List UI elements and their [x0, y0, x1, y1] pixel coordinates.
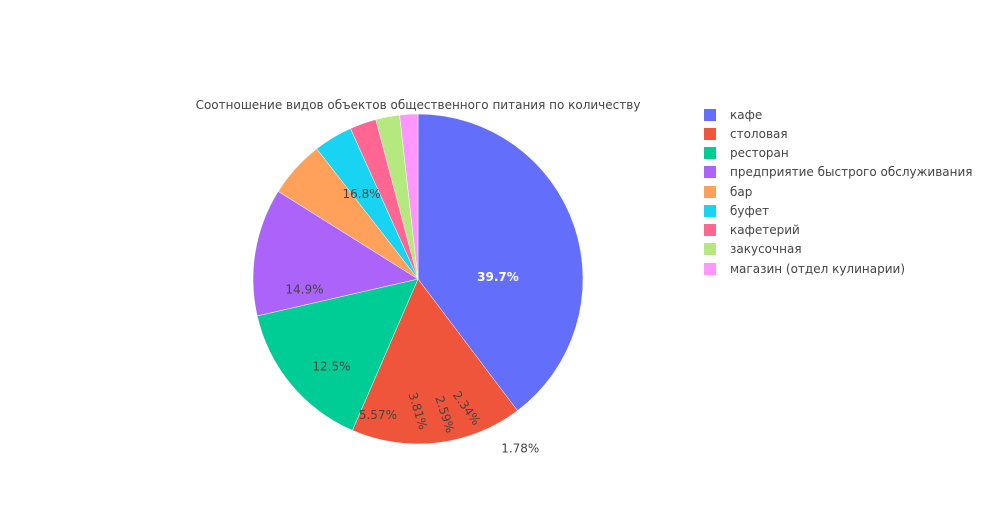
legend-label: буфет: [730, 203, 770, 218]
legend-label: предприятие быстрого обслуживания: [730, 165, 973, 180]
legend-item[interactable]: предприятие быстрого обслуживания: [704, 163, 973, 182]
legend-item[interactable]: закусочная: [704, 240, 973, 259]
legend-swatch: [704, 185, 716, 198]
legend-swatch: [704, 204, 716, 217]
legend-label: закусочная: [730, 242, 802, 257]
legend-label: кафе: [730, 107, 763, 122]
slice-label: 39.7%: [477, 270, 519, 284]
pie-slice[interactable]: [399, 113, 419, 280]
legend-swatch: [704, 147, 716, 160]
legend-item[interactable]: буфет: [704, 201, 973, 220]
pie-slice[interactable]: [352, 278, 518, 445]
chart-title: Соотношение видов объектов общественного…: [195, 98, 641, 112]
slice-label: 1.78%: [501, 442, 539, 456]
legend-item[interactable]: столовая: [704, 124, 973, 143]
legend-label: бар: [730, 184, 753, 199]
legend-swatch: [704, 243, 716, 256]
slice-label: 5.57%: [359, 408, 397, 422]
legend-label: ресторан: [730, 146, 789, 161]
legend-swatch: [704, 108, 716, 121]
pie-slice[interactable]: [252, 191, 419, 317]
slice-label: 14.9%: [285, 282, 323, 296]
legend: кафе столовая ресторан предприятие быстрого…: [704, 105, 973, 278]
legend-label: магазин (отдел кулинарии): [730, 261, 905, 276]
legend-swatch: [704, 262, 716, 275]
legend-item[interactable]: ресторан: [704, 144, 973, 163]
legend-swatch: [704, 166, 716, 179]
legend-label: кафетерий: [730, 223, 800, 238]
pie-slice[interactable]: [417, 113, 584, 412]
legend-item[interactable]: кафе: [704, 105, 973, 124]
legend-swatch: [704, 224, 716, 237]
slice-label: 16.8%: [342, 187, 380, 201]
legend-swatch: [704, 127, 716, 140]
legend-label: столовая: [730, 126, 788, 141]
legend-item[interactable]: кафетерий: [704, 221, 973, 240]
slice-label: 12.5%: [312, 359, 350, 373]
pie-slice[interactable]: [256, 278, 419, 431]
legend-item[interactable]: магазин (отдел кулинарии): [704, 259, 973, 278]
legend-item[interactable]: бар: [704, 182, 973, 201]
